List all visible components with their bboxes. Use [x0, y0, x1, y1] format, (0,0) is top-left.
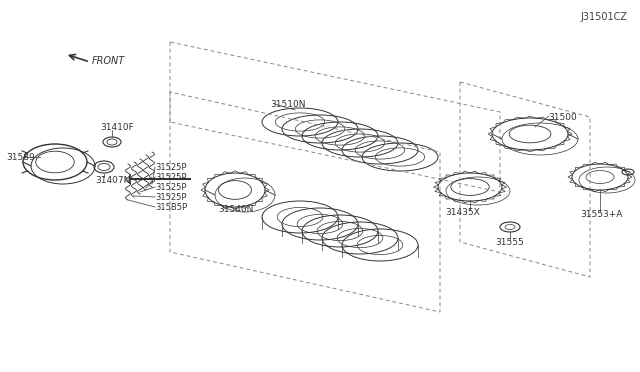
- Text: 31410F: 31410F: [100, 122, 134, 131]
- Text: 31540N: 31540N: [218, 205, 253, 214]
- Text: 31500: 31500: [548, 112, 577, 122]
- Text: 31553+A: 31553+A: [580, 209, 622, 218]
- Text: 31525P: 31525P: [155, 192, 186, 202]
- Text: 315B5P: 315B5P: [155, 202, 187, 212]
- Text: 31525P: 31525P: [155, 183, 186, 192]
- Text: 31525P: 31525P: [155, 163, 186, 171]
- Text: 31589: 31589: [6, 153, 35, 161]
- Text: 31555: 31555: [495, 237, 524, 247]
- Text: FRONT: FRONT: [92, 56, 125, 66]
- Text: 31525P: 31525P: [155, 173, 186, 182]
- Text: 31510N: 31510N: [270, 99, 305, 109]
- Text: 31407N: 31407N: [95, 176, 131, 185]
- Text: J31501CZ: J31501CZ: [580, 12, 627, 22]
- Text: 31435X: 31435X: [445, 208, 480, 217]
